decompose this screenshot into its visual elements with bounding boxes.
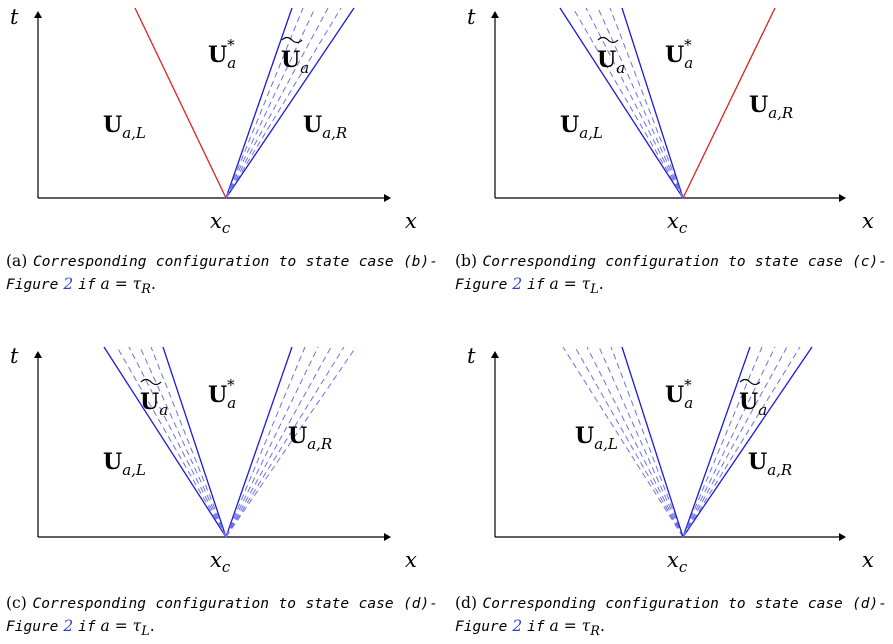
rarefaction-right-outer-edge <box>682 346 813 538</box>
region-right-label: Ua,R <box>749 92 793 122</box>
panel-b: t x xc Ua,L Ua Ua* Ua,R <box>467 5 874 237</box>
rarefaction-left-outer-edge <box>103 346 227 538</box>
region-left-label: Ua,L <box>103 449 146 479</box>
rarefaction-right-inner-edge <box>682 346 751 538</box>
rarefaction-left-inner-edge <box>162 346 227 538</box>
t-axis-label: t <box>467 5 476 29</box>
t-axis-label: t <box>10 344 19 368</box>
region-tilde-label: Ua <box>140 378 168 419</box>
rarefaction-left-edge <box>225 7 293 199</box>
x-axis-label: x <box>862 548 874 572</box>
region-right-label: Ua,R <box>288 423 332 453</box>
region-left-label: Ua,L <box>575 423 618 453</box>
shock-line <box>134 7 227 199</box>
rarefaction-right-edge <box>621 7 684 199</box>
caption-d: (d) Corresponding configuration to state… <box>455 594 887 640</box>
xc-label: xc <box>210 209 231 237</box>
svg-text:Ua: Ua <box>597 47 625 77</box>
rarefaction-left-edge <box>559 7 684 199</box>
svg-text:Ua: Ua <box>281 47 309 77</box>
figure-ref-link[interactable]: 2 <box>63 617 74 635</box>
t-axis-label: t <box>467 344 476 368</box>
shock-line <box>682 7 776 199</box>
x-axis-label: x <box>405 548 417 572</box>
panel-c: t x xc Ua,L Ua Ua* Ua,R <box>10 344 417 576</box>
x-axis-label: x <box>405 209 417 233</box>
rarefaction-fan-left <box>116 346 227 538</box>
rarefaction-fan <box>225 7 342 199</box>
figure-ref-link[interactable]: 2 <box>63 275 74 293</box>
panel-a: t x xc Ua,L Ua* Ua Ua,R <box>10 5 417 237</box>
region-star-label: Ua* <box>208 36 236 72</box>
region-left-label: Ua,L <box>560 112 603 142</box>
figure-ref-link[interactable]: 2 <box>512 617 523 635</box>
region-left-label: Ua,L <box>103 112 146 142</box>
x-axis-label: x <box>862 209 874 233</box>
caption-c: (c) Corresponding configuration to state… <box>6 594 438 640</box>
caption-b: (b) Corresponding configuration to state… <box>455 252 887 298</box>
region-star-label: Ua* <box>665 376 693 412</box>
region-tilde-label: Ua <box>597 36 625 77</box>
figure-ref-link[interactable]: 2 <box>512 275 523 293</box>
rarefaction-fan-right <box>682 346 801 538</box>
caption-a: (a) Corresponding configuration to state… <box>6 252 438 298</box>
svg-text:Ua: Ua <box>140 389 168 419</box>
xc-label: xc <box>210 548 231 576</box>
rarefaction-fan-left <box>562 346 684 538</box>
region-star-label: Ua* <box>665 36 693 72</box>
rarefaction-left-inner-edge <box>621 346 684 538</box>
region-right-label: Ua,R <box>303 112 347 142</box>
region-right-label: Ua,R <box>748 449 792 479</box>
rarefaction-fan-right <box>225 346 357 538</box>
region-star-label: Ua* <box>208 376 236 412</box>
panel-d: t x xc Ua,L Ua* Ua Ua,R <box>467 344 874 576</box>
region-tilde-label: Ua <box>739 378 767 419</box>
rarefaction-right-inner-edge <box>225 346 293 538</box>
region-tilde-label: Ua <box>281 36 309 77</box>
svg-text:Ua: Ua <box>739 389 767 419</box>
xc-label: xc <box>667 209 688 237</box>
xc-label: xc <box>667 548 688 576</box>
rarefaction-fan <box>572 7 684 199</box>
t-axis-label: t <box>10 5 19 29</box>
rarefaction-right-edge <box>225 7 355 199</box>
